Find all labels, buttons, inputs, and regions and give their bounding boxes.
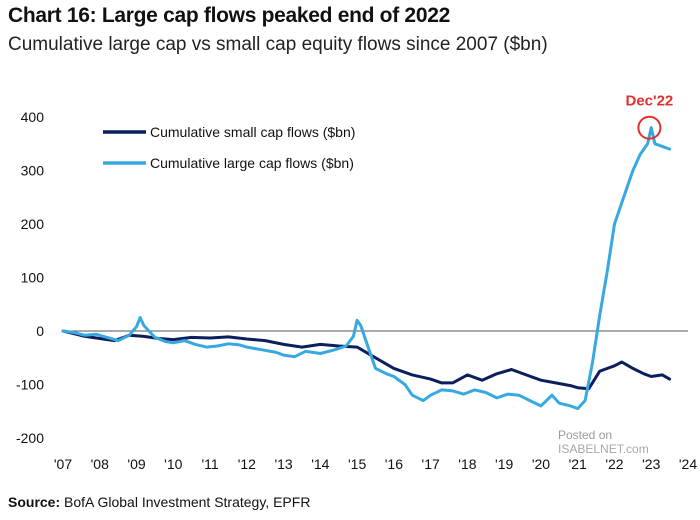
annotation-label: Dec'22	[626, 93, 674, 110]
legend-label: Cumulative small cap flows ($bn)	[150, 124, 355, 140]
annotation-layer: Dec'22	[626, 93, 674, 140]
y-tick-label: -100	[16, 377, 44, 393]
source-label: Source:	[8, 494, 61, 510]
legend-label: Cumulative large cap flows ($bn)	[150, 155, 354, 171]
series-layer	[61, 126, 672, 411]
x-tick-label: '09	[127, 456, 145, 472]
y-axis-ticks: 400 300 200 100 0 -100 -200	[16, 109, 44, 446]
source-note: Source: BofA Global Investment Strategy,…	[8, 494, 310, 510]
series-large-cap-line	[61, 126, 672, 411]
x-tick-label: '18	[458, 456, 476, 472]
watermark: Posted on ISABELNET.com	[558, 428, 649, 456]
x-tick-label: '24	[679, 456, 697, 472]
x-tick-label: '17	[422, 456, 440, 472]
y-tick-label: 0	[36, 323, 44, 339]
legend: Cumulative small cap flows ($bn) Cumulati…	[103, 124, 355, 171]
y-tick-label: 100	[21, 270, 45, 286]
watermark-line1: Posted on	[558, 428, 613, 442]
x-tick-label: '21	[569, 456, 587, 472]
x-tick-label: '10	[164, 456, 182, 472]
x-tick-label: '12	[238, 456, 256, 472]
chart-subtitle: Cumulative large cap vs small cap equity…	[8, 34, 548, 55]
x-tick-label: '23	[642, 456, 660, 472]
y-tick-label: 400	[21, 109, 45, 125]
x-tick-label: '20	[532, 456, 550, 472]
x-tick-label: '15	[348, 456, 366, 472]
y-tick-label: 200	[21, 216, 45, 232]
x-tick-label: '11	[201, 456, 218, 472]
x-tick-label: '13	[274, 456, 292, 472]
annotation-circle	[637, 115, 662, 140]
watermark-line2: ISABELNET.com	[558, 442, 649, 456]
x-tick-label: '16	[385, 456, 403, 472]
x-tick-label: '07	[54, 456, 72, 472]
y-tick-label: -200	[16, 430, 44, 446]
x-tick-label: '14	[311, 456, 329, 472]
x-tick-label: '08	[91, 456, 109, 472]
y-tick-label: 300	[21, 163, 45, 179]
x-axis-ticks: '07 '08 '09 '10 '11 '12 '13 '14 '15 '16 '17 '18 '19 '…	[54, 456, 697, 472]
chart-title: Chart 16: Large cap flows peaked end of …	[8, 4, 450, 27]
source-text: BofA Global Investment Strategy, EPFR	[64, 494, 311, 510]
x-tick-label: '19	[495, 456, 513, 472]
x-tick-label: '22	[605, 456, 623, 472]
